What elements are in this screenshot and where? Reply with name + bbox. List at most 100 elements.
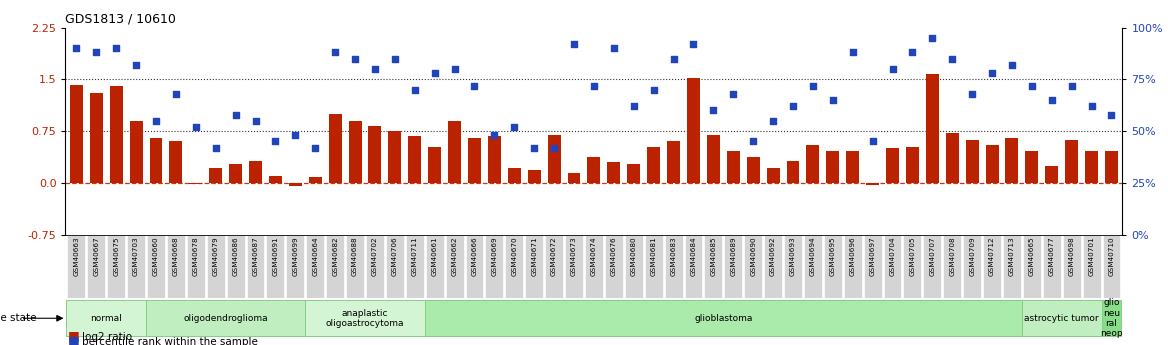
Point [524, 145, 543, 150]
Text: GSM40692: GSM40692 [770, 237, 776, 276]
Point [645, 87, 663, 92]
Text: GSM40713: GSM40713 [1009, 237, 1015, 276]
Bar [187, 235, 204, 298]
Point [1103, 112, 1121, 117]
Bar [286, 235, 305, 298]
Bar [867, 183, 880, 185]
Bar [508, 168, 521, 183]
Point [306, 145, 325, 150]
Text: GSM40667: GSM40667 [93, 237, 99, 276]
Point [1002, 62, 1021, 68]
Bar [385, 235, 404, 298]
Bar [588, 157, 600, 183]
Text: GSM40668: GSM40668 [173, 237, 179, 276]
Point [326, 50, 345, 55]
Bar [545, 235, 563, 298]
Bar [726, 151, 739, 183]
Point [744, 139, 763, 144]
Bar [843, 235, 862, 298]
Bar [665, 235, 682, 298]
Text: ■: ■ [68, 328, 79, 342]
Bar [707, 135, 719, 183]
Point [1083, 104, 1101, 109]
Point [605, 46, 624, 51]
Bar [305, 300, 425, 336]
Point [544, 145, 563, 150]
Text: GSM40665: GSM40665 [1029, 237, 1035, 276]
Bar [68, 235, 85, 298]
Bar [146, 300, 305, 336]
Bar [246, 235, 264, 298]
Bar [488, 136, 501, 183]
Bar [209, 168, 222, 183]
Bar [823, 235, 842, 298]
Point [804, 83, 822, 88]
Point [923, 35, 941, 41]
Bar [1105, 151, 1118, 183]
Bar [249, 161, 262, 183]
Text: GSM40693: GSM40693 [790, 237, 797, 276]
Bar [1085, 151, 1098, 183]
Point [286, 132, 305, 138]
Bar [346, 235, 364, 298]
Bar [207, 235, 224, 298]
Point [564, 41, 583, 47]
Text: GSM40711: GSM40711 [412, 237, 418, 276]
Point [385, 56, 404, 61]
Bar [189, 183, 202, 184]
Bar [425, 300, 1022, 336]
Text: GSM40684: GSM40684 [690, 237, 696, 276]
Bar [924, 235, 941, 298]
Text: GSM40702: GSM40702 [371, 237, 378, 276]
Point [86, 50, 105, 55]
Point [167, 91, 186, 97]
Bar [704, 235, 722, 298]
Bar [625, 235, 642, 298]
Point [227, 112, 245, 117]
Bar [468, 138, 481, 183]
Bar [744, 235, 763, 298]
Text: anaplastic
oligoastrocytoma: anaplastic oligoastrocytoma [326, 308, 404, 328]
Point [1063, 83, 1082, 88]
Text: GSM40697: GSM40697 [870, 237, 876, 276]
Bar [368, 126, 382, 183]
Bar [645, 235, 662, 298]
Bar [766, 168, 779, 183]
Point [485, 132, 503, 138]
Bar [1023, 235, 1041, 298]
Text: GSM40670: GSM40670 [512, 237, 517, 276]
Bar [150, 138, 162, 183]
Bar [526, 235, 543, 298]
Point [1042, 97, 1061, 103]
Text: oligodendroglioma: oligodendroglioma [183, 314, 267, 323]
Point [187, 124, 206, 130]
Text: GSM40690: GSM40690 [750, 237, 756, 276]
Bar [1043, 235, 1061, 298]
Point [784, 104, 802, 109]
Bar [1063, 235, 1080, 298]
Text: GSM40681: GSM40681 [651, 237, 656, 276]
Point [147, 118, 166, 124]
Point [863, 139, 882, 144]
Bar [548, 135, 561, 183]
Point [903, 50, 922, 55]
Bar [585, 235, 603, 298]
Bar [528, 170, 541, 183]
Bar [88, 235, 105, 298]
Text: GSM40669: GSM40669 [492, 237, 498, 276]
Bar [466, 235, 484, 298]
Bar [107, 235, 125, 298]
Text: GSM40701: GSM40701 [1089, 237, 1094, 276]
Point [445, 66, 464, 72]
Point [505, 124, 523, 130]
Point [127, 62, 146, 68]
Text: GSM40712: GSM40712 [989, 237, 995, 276]
Bar [506, 235, 523, 298]
Bar [70, 85, 83, 183]
Bar [605, 235, 623, 298]
Point [346, 56, 364, 61]
Bar [425, 235, 444, 298]
Point [724, 91, 743, 97]
Bar [667, 141, 680, 183]
Bar [944, 235, 961, 298]
